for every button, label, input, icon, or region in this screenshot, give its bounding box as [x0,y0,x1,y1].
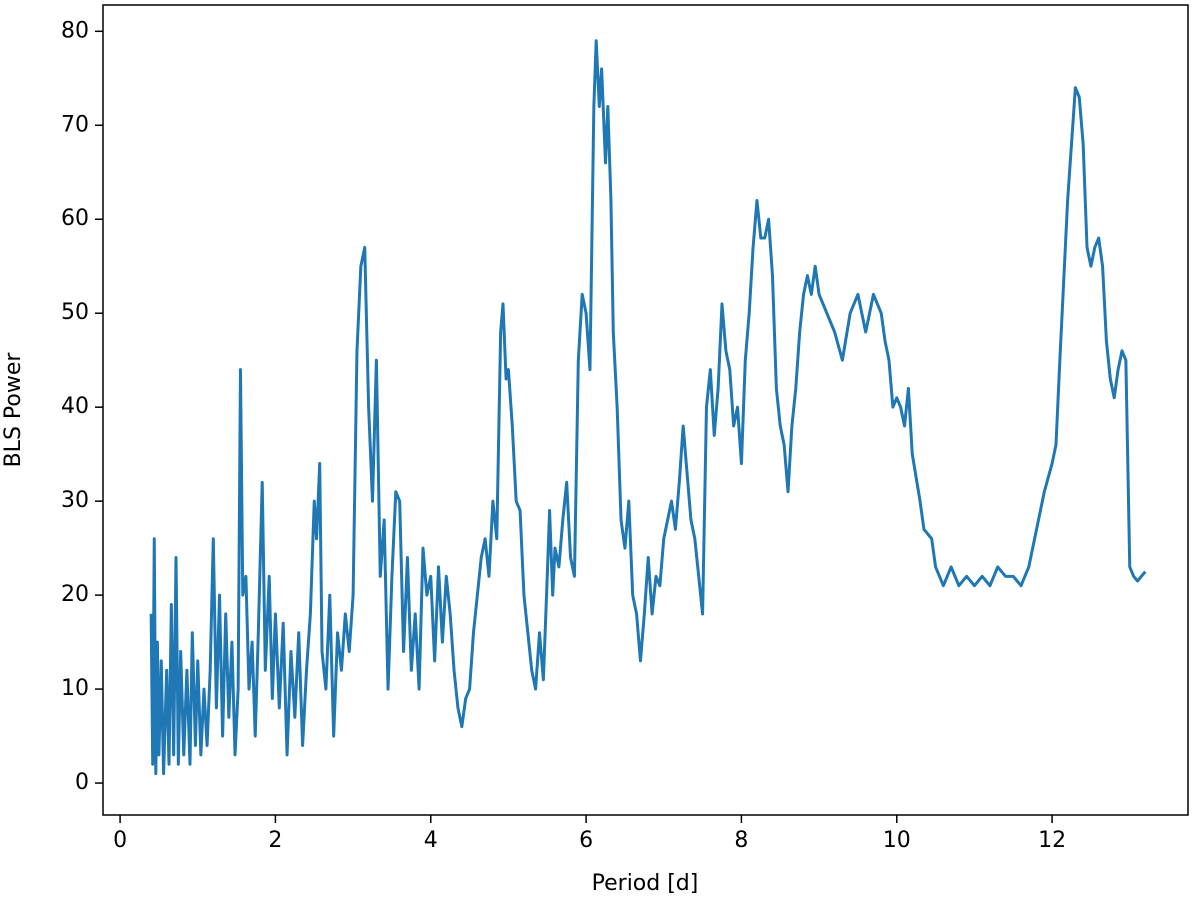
y-tick-label: 70 [61,112,89,137]
y-axis-label: BLS Power [1,352,26,468]
y-tick-label: 30 [61,488,89,513]
data-line [149,39,1147,776]
x-tick-label: 0 [113,828,127,853]
x-tick-label: 6 [579,828,593,853]
x-tick-label: 2 [268,828,282,853]
y-tick-label: 0 [75,770,89,795]
y-tick-label: 20 [61,582,89,607]
y-tick-label: 80 [61,18,89,43]
y-tick-label: 40 [61,394,89,419]
y-tick-label: 60 [61,206,89,231]
plot-frame [102,4,1189,816]
x-tick-label: 10 [883,828,911,853]
x-tick-label: 12 [1038,828,1066,853]
x-axis-label: Period [d] [592,871,699,896]
x-tick-label: 4 [424,828,438,853]
x-tick-label: 8 [734,828,748,853]
y-tick-label: 50 [61,300,89,325]
y-tick-label: 10 [61,676,89,701]
